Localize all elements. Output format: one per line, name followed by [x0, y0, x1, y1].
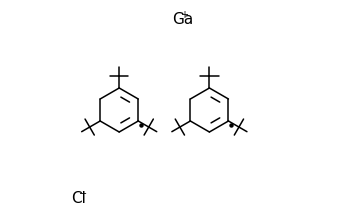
Text: Ga: Ga	[172, 12, 193, 27]
Text: +: +	[180, 10, 188, 20]
Text: −: −	[78, 189, 87, 199]
Text: Cl: Cl	[71, 191, 86, 205]
